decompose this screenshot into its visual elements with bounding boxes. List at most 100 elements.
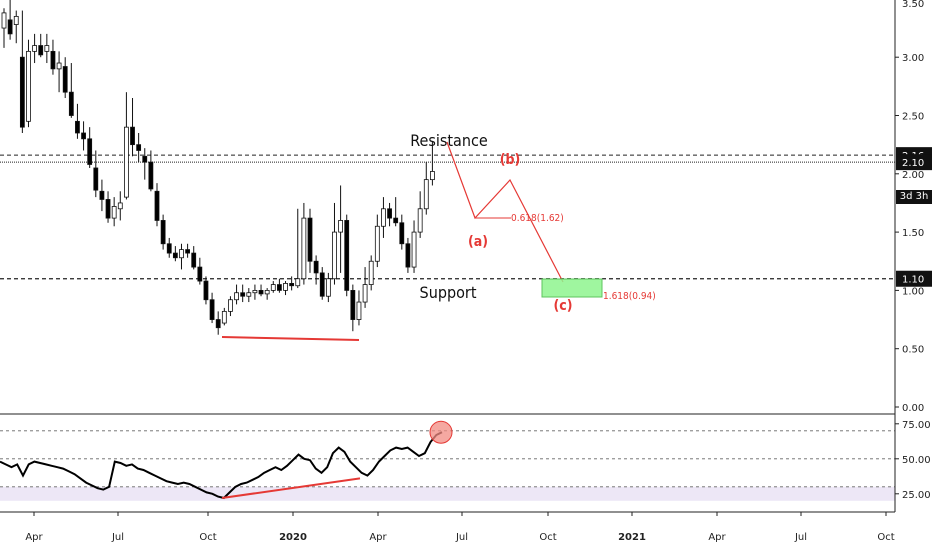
candle-body — [32, 45, 37, 52]
candle-body — [405, 243, 411, 268]
time-tick-label: Oct — [877, 532, 894, 543]
candle-body — [429, 171, 435, 181]
candle-body — [319, 272, 325, 297]
candle-body — [387, 208, 392, 219]
candle-body — [99, 190, 105, 200]
candle-body — [228, 299, 233, 312]
price-tick-label: 2.50 — [902, 112, 924, 123]
candle-body — [276, 284, 282, 291]
candle-body — [105, 199, 111, 219]
rsi-band — [0, 486, 895, 501]
candle-body — [179, 249, 184, 259]
time-tick-label: Jul — [111, 532, 124, 543]
rsi-divergence-line — [221, 477, 361, 499]
rsi-highlight-circle — [429, 420, 453, 444]
rsi-line — [0, 431, 443, 500]
price-level-label: 2.10 — [902, 158, 924, 169]
candle-body — [399, 222, 405, 245]
candle-body — [221, 310, 227, 324]
candle-body — [68, 91, 74, 116]
candle-body — [264, 289, 270, 295]
candle-body — [81, 132, 86, 140]
time-tick-label: Apr — [25, 532, 43, 543]
candle-body — [93, 167, 99, 191]
candle-body — [368, 260, 374, 285]
rsi-tick-label: 50.00 — [902, 455, 931, 466]
candle-body — [313, 260, 319, 274]
candle-body — [246, 292, 252, 297]
candle-body — [142, 155, 148, 163]
price-tick-label: 3.00 — [902, 53, 924, 64]
candle-body — [160, 220, 166, 245]
candle-body — [362, 284, 368, 303]
candle-body — [289, 283, 295, 287]
time-tick-label: Apr — [369, 532, 387, 543]
candle-body — [117, 202, 123, 210]
candle-body — [215, 319, 221, 329]
price-divergence-line — [221, 336, 360, 341]
candle-body — [338, 220, 344, 233]
candle-body — [1, 12, 7, 29]
candle-body — [75, 120, 80, 134]
candle-body — [344, 220, 350, 291]
candle-body — [197, 266, 203, 282]
wave-a-label: (a) — [468, 234, 488, 250]
candle-body — [417, 208, 423, 233]
time-tick-label: Jul — [794, 532, 807, 543]
rsi-tick-label: 25.00 — [902, 490, 931, 501]
candle-body — [381, 208, 386, 227]
candle-body — [252, 289, 258, 294]
candle-body — [374, 225, 380, 262]
candle-body — [423, 179, 429, 210]
candle-body — [124, 126, 129, 198]
candle-body — [50, 50, 56, 70]
candle-body — [295, 278, 301, 287]
candle-body — [301, 217, 307, 280]
candle-body — [332, 231, 337, 280]
wave-projection-path — [446, 141, 564, 283]
fib-a-label: 0.618(1.62) — [511, 213, 564, 224]
candle-body — [130, 126, 135, 146]
price-tick-label: 0.50 — [902, 345, 924, 356]
candle-body — [172, 252, 178, 259]
candle-body — [19, 56, 25, 128]
candle-body — [7, 19, 13, 35]
candle-body — [136, 144, 142, 151]
candle-body — [240, 292, 246, 297]
candle-body — [234, 292, 239, 301]
time-tick-label: Apr — [708, 532, 726, 543]
candle-body — [191, 252, 197, 268]
candle-body — [393, 217, 399, 224]
time-tick-label: Oct — [539, 532, 556, 543]
candle-body — [307, 217, 313, 262]
candle-body — [350, 289, 356, 320]
candle-body — [356, 301, 362, 320]
support-label: Support — [420, 283, 477, 302]
candle-body — [166, 243, 172, 254]
candle-body — [185, 249, 191, 254]
time-tick-label: Oct — [199, 532, 216, 543]
candle-body — [203, 280, 209, 301]
candle-body — [148, 161, 154, 190]
wave-c-label: (c) — [554, 298, 573, 314]
price-level-tag — [896, 154, 932, 171]
candle-body — [283, 283, 288, 291]
target-zone — [541, 278, 603, 298]
rsi-tick-label: 75.00 — [902, 420, 931, 431]
candle-body — [154, 190, 160, 221]
candle-body — [38, 45, 44, 56]
price-tick-label: 1.00 — [902, 286, 924, 297]
price-tick-label: 1.50 — [902, 228, 924, 239]
price-tick-label: 3.50 — [902, 0, 924, 10]
time-tick-label: 2020 — [279, 532, 307, 543]
time-tick-label: Jul — [455, 532, 468, 543]
price-level-tag — [896, 270, 932, 287]
candle-body — [62, 66, 68, 93]
countdown-label: 3d 3h — [900, 191, 929, 202]
candle-body — [411, 231, 417, 268]
resistance-label: Resistance — [410, 131, 488, 150]
candle-body — [26, 50, 31, 122]
